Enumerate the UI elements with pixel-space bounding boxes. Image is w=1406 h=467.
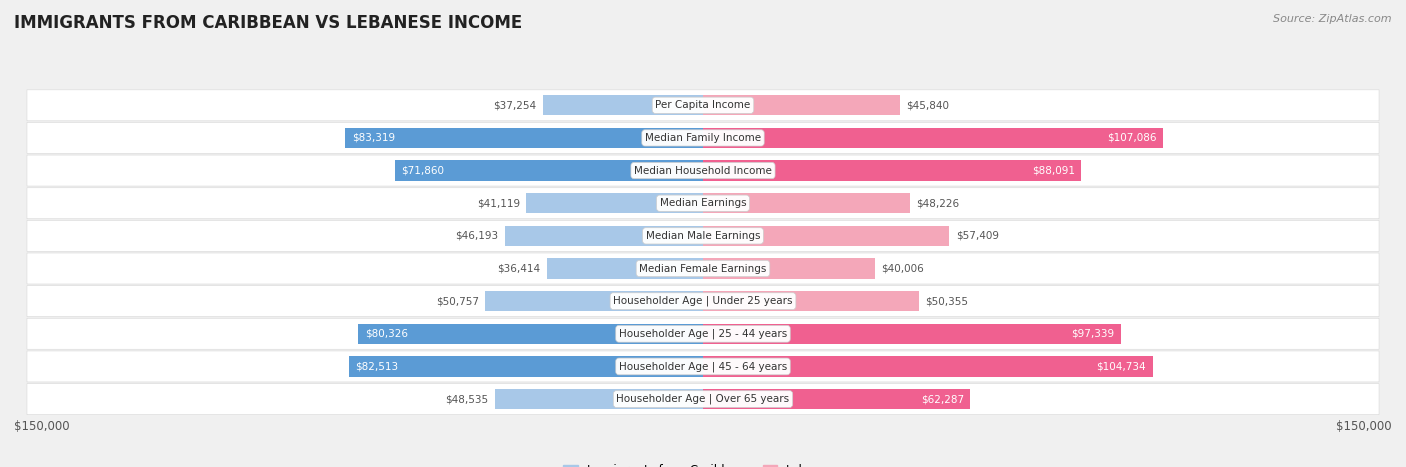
Bar — [703, 389, 970, 409]
Text: $45,840: $45,840 — [907, 100, 949, 110]
Text: Median Male Earnings: Median Male Earnings — [645, 231, 761, 241]
Text: Median Female Earnings: Median Female Earnings — [640, 263, 766, 274]
Bar — [703, 356, 1153, 376]
FancyBboxPatch shape — [27, 383, 1379, 415]
Text: $46,193: $46,193 — [456, 231, 498, 241]
Bar — [526, 193, 703, 213]
Text: $150,000: $150,000 — [1336, 420, 1392, 433]
FancyBboxPatch shape — [27, 351, 1379, 382]
Bar — [703, 258, 875, 279]
Bar — [346, 128, 703, 148]
Text: $62,287: $62,287 — [921, 394, 965, 404]
Text: $71,860: $71,860 — [401, 166, 444, 176]
Text: Householder Age | Under 25 years: Householder Age | Under 25 years — [613, 296, 793, 306]
Text: $40,006: $40,006 — [882, 263, 924, 274]
Text: $104,734: $104,734 — [1097, 361, 1146, 371]
Bar — [359, 324, 703, 344]
FancyBboxPatch shape — [27, 318, 1379, 349]
FancyBboxPatch shape — [27, 253, 1379, 284]
Text: $83,319: $83,319 — [352, 133, 395, 143]
Text: $57,409: $57,409 — [956, 231, 998, 241]
FancyBboxPatch shape — [27, 220, 1379, 251]
Text: Median Family Income: Median Family Income — [645, 133, 761, 143]
FancyBboxPatch shape — [27, 155, 1379, 186]
Legend: Immigrants from Caribbean, Lebanese: Immigrants from Caribbean, Lebanese — [558, 459, 848, 467]
Bar — [703, 128, 1163, 148]
Text: Median Household Income: Median Household Income — [634, 166, 772, 176]
Text: Median Earnings: Median Earnings — [659, 198, 747, 208]
Bar — [547, 258, 703, 279]
Text: $97,339: $97,339 — [1071, 329, 1115, 339]
Text: Per Capita Income: Per Capita Income — [655, 100, 751, 110]
Bar — [703, 291, 920, 311]
Text: $88,091: $88,091 — [1032, 166, 1074, 176]
Text: $37,254: $37,254 — [494, 100, 537, 110]
Bar — [505, 226, 703, 246]
Text: IMMIGRANTS FROM CARIBBEAN VS LEBANESE INCOME: IMMIGRANTS FROM CARIBBEAN VS LEBANESE IN… — [14, 14, 522, 32]
Text: $41,119: $41,119 — [477, 198, 520, 208]
Text: $50,757: $50,757 — [436, 296, 478, 306]
Text: $107,086: $107,086 — [1107, 133, 1156, 143]
Bar — [395, 161, 703, 181]
FancyBboxPatch shape — [27, 122, 1379, 154]
Text: $150,000: $150,000 — [14, 420, 70, 433]
Bar — [349, 356, 703, 376]
Text: $48,535: $48,535 — [446, 394, 488, 404]
Bar — [703, 161, 1081, 181]
Text: $50,355: $50,355 — [925, 296, 969, 306]
Bar — [703, 193, 910, 213]
Bar — [703, 324, 1121, 344]
Text: Source: ZipAtlas.com: Source: ZipAtlas.com — [1274, 14, 1392, 24]
Text: Householder Age | Over 65 years: Householder Age | Over 65 years — [616, 394, 790, 404]
FancyBboxPatch shape — [27, 188, 1379, 219]
Text: Householder Age | 25 - 44 years: Householder Age | 25 - 44 years — [619, 329, 787, 339]
Bar — [543, 95, 703, 115]
Text: $82,513: $82,513 — [356, 361, 398, 371]
Text: Householder Age | 45 - 64 years: Householder Age | 45 - 64 years — [619, 361, 787, 372]
Bar — [495, 389, 703, 409]
FancyBboxPatch shape — [27, 90, 1379, 121]
Bar — [703, 95, 900, 115]
Bar — [485, 291, 703, 311]
Text: $36,414: $36,414 — [498, 263, 540, 274]
Bar — [703, 226, 949, 246]
Text: $48,226: $48,226 — [917, 198, 959, 208]
Text: $80,326: $80,326 — [364, 329, 408, 339]
FancyBboxPatch shape — [27, 286, 1379, 317]
